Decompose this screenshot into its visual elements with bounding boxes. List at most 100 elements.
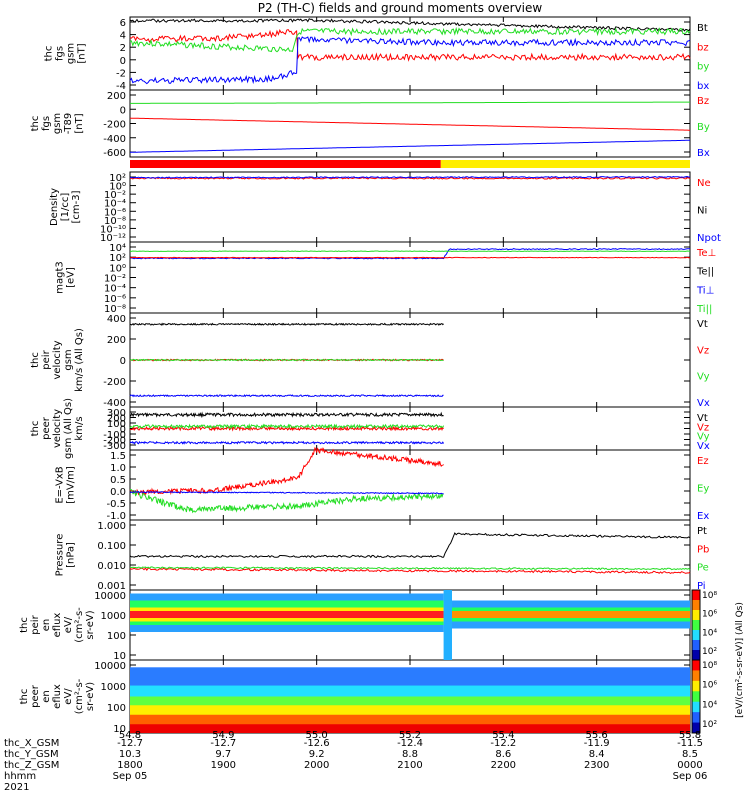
y-tick-label: -0.5 bbox=[106, 499, 126, 510]
series-line bbox=[130, 139, 690, 153]
y-tick-label: 0 bbox=[120, 56, 126, 67]
spectrogram bbox=[130, 667, 690, 733]
colorbar-tick: 10⁸ bbox=[702, 661, 717, 671]
spectrogram-band bbox=[452, 611, 690, 618]
x-row-value: 0000 bbox=[677, 760, 702, 771]
series-line bbox=[129, 440, 445, 445]
y-tick-label: 0.001 bbox=[97, 581, 126, 592]
series-line bbox=[129, 250, 691, 253]
y-axis-label-line: [eV] bbox=[66, 267, 77, 288]
series-line bbox=[129, 489, 444, 514]
y-tick-label: 0.100 bbox=[97, 541, 126, 552]
series-line bbox=[129, 423, 445, 430]
y-axis-label-line: en bbox=[41, 619, 52, 632]
legend-Ti||: Ti|| bbox=[696, 304, 712, 315]
y-tick-label: 0 bbox=[120, 425, 126, 436]
y-tick-label: 10⁰ bbox=[109, 182, 126, 193]
x-row-value: -12.7 bbox=[210, 738, 236, 749]
x-row-value: 2000 bbox=[304, 760, 329, 771]
y-tick-label: -200 bbox=[103, 120, 126, 131]
x-row-value: 8.6 bbox=[495, 749, 511, 760]
y-tick-label: 10⁻² bbox=[104, 190, 126, 201]
series-line bbox=[129, 36, 691, 85]
colorbar-segment bbox=[692, 600, 700, 611]
x-row-value: 1900 bbox=[211, 760, 236, 771]
panel-frame bbox=[129, 171, 691, 243]
y-tick-label: 10⁻⁴ bbox=[104, 199, 126, 210]
y-axis-label-line: -T89 bbox=[63, 113, 74, 135]
y-axis-label-line: km/s (All Qs) bbox=[74, 328, 85, 392]
colorbar-segment bbox=[692, 620, 700, 631]
y-axis-label: magt3[eV] bbox=[55, 261, 77, 294]
legend-Pi: Pi bbox=[697, 581, 706, 592]
series-line bbox=[130, 101, 690, 104]
spectrogram bbox=[130, 590, 690, 660]
x-row-label: thc_Z_GSM bbox=[4, 760, 59, 771]
y-tick-label: 10⁻⁴ bbox=[104, 284, 126, 295]
legend-Pt: Pt bbox=[697, 526, 707, 537]
colorbar-segment bbox=[692, 630, 700, 641]
y-axis-label-line: eflux bbox=[52, 613, 63, 638]
series-line bbox=[129, 394, 444, 398]
colorbar-tick: 10² bbox=[702, 647, 717, 657]
x-row-value: -12.4 bbox=[397, 738, 423, 749]
y-axis-label-line: gsm bbox=[63, 349, 74, 370]
y-axis-label-line: velocity bbox=[52, 340, 63, 379]
x-row-value: 8.4 bbox=[589, 749, 605, 760]
series-line bbox=[129, 532, 691, 559]
legend-Bz: Bz bbox=[697, 96, 709, 107]
series-line bbox=[129, 175, 691, 179]
x-row-value: 8.5 bbox=[682, 749, 698, 760]
mode-bar bbox=[130, 160, 690, 168]
colorbar-ion: 10⁸ 10⁶ 10⁴ 10² bbox=[691, 589, 717, 661]
y-tick-label: -4 bbox=[116, 81, 126, 92]
x-row-label: thc_Y_GSM bbox=[4, 749, 59, 760]
panel-density: 10²10⁰10⁻²10⁻⁴10⁻⁶10⁻⁸10⁻¹⁰10⁻¹²Density[… bbox=[49, 171, 721, 244]
y-axis-label-line: [mV/m] bbox=[66, 466, 77, 504]
y-axis-label-line: thc bbox=[19, 617, 30, 633]
colorbar-segment bbox=[692, 712, 700, 724]
x-top-tick-label: 55.6 bbox=[586, 730, 608, 741]
y-tick-label: -600 bbox=[103, 148, 126, 159]
mode-bar-red bbox=[130, 160, 441, 168]
legend-Vy: Vy bbox=[697, 372, 710, 383]
y-tick-label: 1.000 bbox=[97, 521, 126, 532]
x-row-value: 9.7 bbox=[215, 749, 231, 760]
x-top-tick-label: 54.8 bbox=[119, 730, 141, 741]
y-tick-label: 6 bbox=[120, 18, 126, 29]
y-tick-label: 10⁻⁸ bbox=[104, 304, 126, 315]
y-axis-label-line: (cm²-s- bbox=[74, 678, 85, 714]
panel-efield: 1.51.00.50.0-0.5-1.0 E=-VxB[mV/m] Ez Ey Ex bbox=[55, 449, 709, 522]
legend-Ey: Ey bbox=[697, 484, 709, 495]
y-axis-label-line: thc bbox=[19, 689, 30, 705]
legend-Pe: Pe bbox=[697, 563, 709, 574]
y-tick-label: 300 bbox=[107, 408, 126, 419]
y-axis-label: Density[1/cc][cm-3] bbox=[49, 188, 82, 226]
y-axis-label: thcpeirvelocitygsmkm/s (All Qs) bbox=[30, 328, 85, 392]
legend-Ez: Ez bbox=[697, 456, 709, 467]
colorbar-electron: 10⁸ 10⁶ 10⁴ 10² bbox=[691, 659, 717, 734]
x-row-value: 9.2 bbox=[309, 749, 325, 760]
y-axis-label-line: thc bbox=[30, 421, 41, 437]
y-tick-label: 10⁰ bbox=[109, 263, 126, 274]
y-tick-label: 10² bbox=[109, 253, 126, 264]
y-tick-label: 1000 bbox=[101, 611, 126, 622]
panel-pvel: 400 200 0 -200 -400 thcpeirvelocitygsmkm/s (A… bbox=[30, 312, 710, 409]
x-row-value: Sep 05 bbox=[113, 771, 148, 782]
y-axis-label-line: Pressure bbox=[55, 534, 66, 577]
y-tick-label: 10000 bbox=[94, 661, 126, 672]
x-row-label: 2021 bbox=[4, 782, 29, 793]
y-tick-label: -100 bbox=[103, 430, 126, 441]
x-row-value: -11.9 bbox=[584, 738, 610, 749]
legend-bx: bx bbox=[697, 81, 709, 92]
y-tick-label: 0 bbox=[120, 356, 126, 367]
y-axis-label-line: peer bbox=[41, 416, 52, 440]
legend-Bt: Bt bbox=[697, 23, 708, 34]
y-tick-label: 10 bbox=[113, 724, 126, 735]
y-tick-label: 1.0 bbox=[110, 463, 126, 474]
series-line bbox=[129, 446, 444, 497]
y-axis-label-line: (cm²-s- bbox=[74, 607, 85, 643]
x-top-tick-label: 55.0 bbox=[306, 730, 328, 741]
y-tick-label: 10000 bbox=[94, 591, 126, 602]
